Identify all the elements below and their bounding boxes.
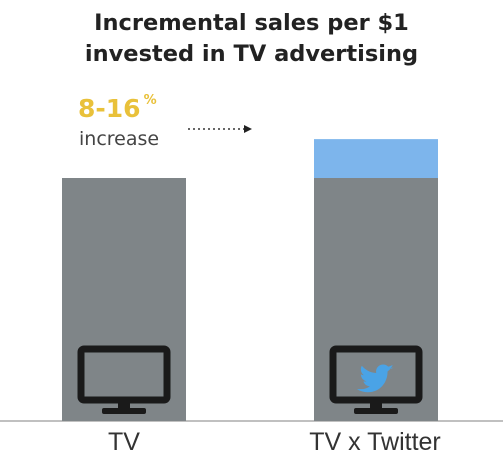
category-label-tv-twitter: TV x Twitter (309, 428, 441, 456)
increase-unit: % (143, 93, 157, 108)
increase-range: 8-16 (78, 94, 141, 123)
bar-increment-2 (314, 139, 438, 178)
chart-title-line-1: Incremental sales per $1 (94, 10, 409, 36)
increase-annotation-label: increase (79, 128, 160, 150)
increase-annotation-value: 8-16% (78, 93, 157, 123)
chart-title: Incremental sales per $1 invested in TV … (0, 8, 503, 70)
chart-title-line-2: invested in TV advertising (84, 41, 419, 67)
tv-twitter-icon (329, 345, 423, 414)
tv-icon (77, 345, 171, 414)
category-label-tv: TV (108, 428, 140, 456)
annotation-arrow-head (244, 125, 252, 133)
